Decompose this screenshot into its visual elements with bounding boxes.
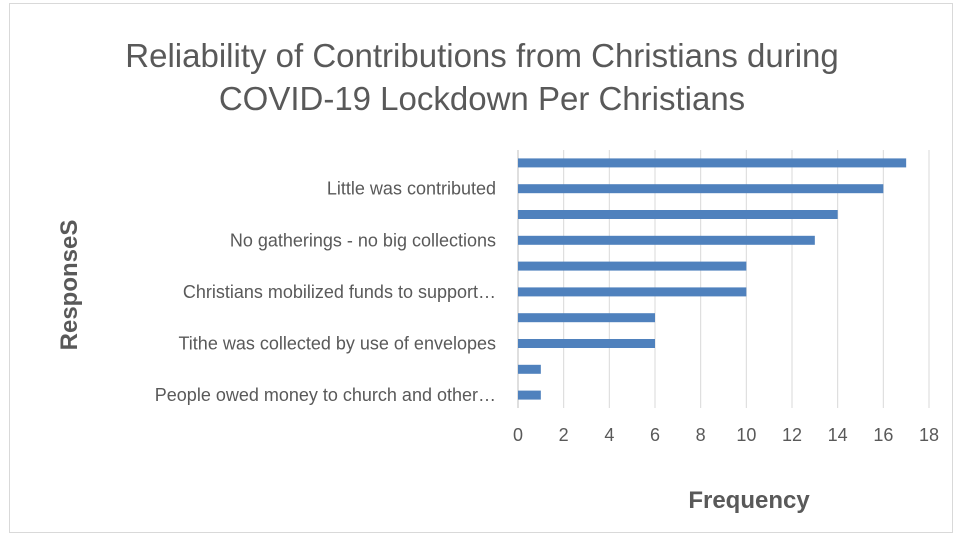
x-tick-label: 4 <box>604 425 614 445</box>
category-label: People owed money to church and other… <box>155 385 496 405</box>
category-label: Christians mobilized funds to support… <box>183 282 496 302</box>
x-tick-labels: 0 2 4 6 8 10 12 14 16 18 <box>513 425 939 445</box>
bar <box>518 390 541 400</box>
x-tick-label: 16 <box>873 425 893 445</box>
category-label: No gatherings - no big collections <box>230 230 496 250</box>
x-tick-label: 12 <box>782 425 802 445</box>
bar <box>518 364 541 374</box>
bar <box>518 210 838 219</box>
category-label: Little was contributed <box>327 179 496 199</box>
bar <box>518 313 655 323</box>
bar <box>518 235 815 245</box>
bar-chart: Reliability of Contributions from Christ… <box>56 37 939 514</box>
bar <box>518 339 655 348</box>
category-labels: Little was contributed No gatherings - no… <box>155 179 496 405</box>
bar <box>518 261 747 271</box>
x-tick-label: 0 <box>513 425 523 445</box>
y-axis-title: ResponseS <box>56 220 83 351</box>
bar <box>518 158 907 168</box>
bar <box>518 287 747 297</box>
chart-title-line-2: COVID-19 Lockdown Per Christians <box>219 80 745 117</box>
x-tick-label: 6 <box>650 425 660 445</box>
x-tick-label: 2 <box>559 425 569 445</box>
bars <box>518 158 907 400</box>
x-tick-label: 18 <box>919 425 939 445</box>
x-tick-label: 8 <box>696 425 706 445</box>
x-tick-label: 14 <box>828 425 848 445</box>
x-tick-label: 10 <box>736 425 756 445</box>
chart-title-line-1: Reliability of Contributions from Christ… <box>125 37 838 74</box>
x-axis-title: Frequency <box>688 487 810 514</box>
bar <box>518 184 884 194</box>
category-label: Tithe was collected by use of envelopes <box>178 334 496 354</box>
